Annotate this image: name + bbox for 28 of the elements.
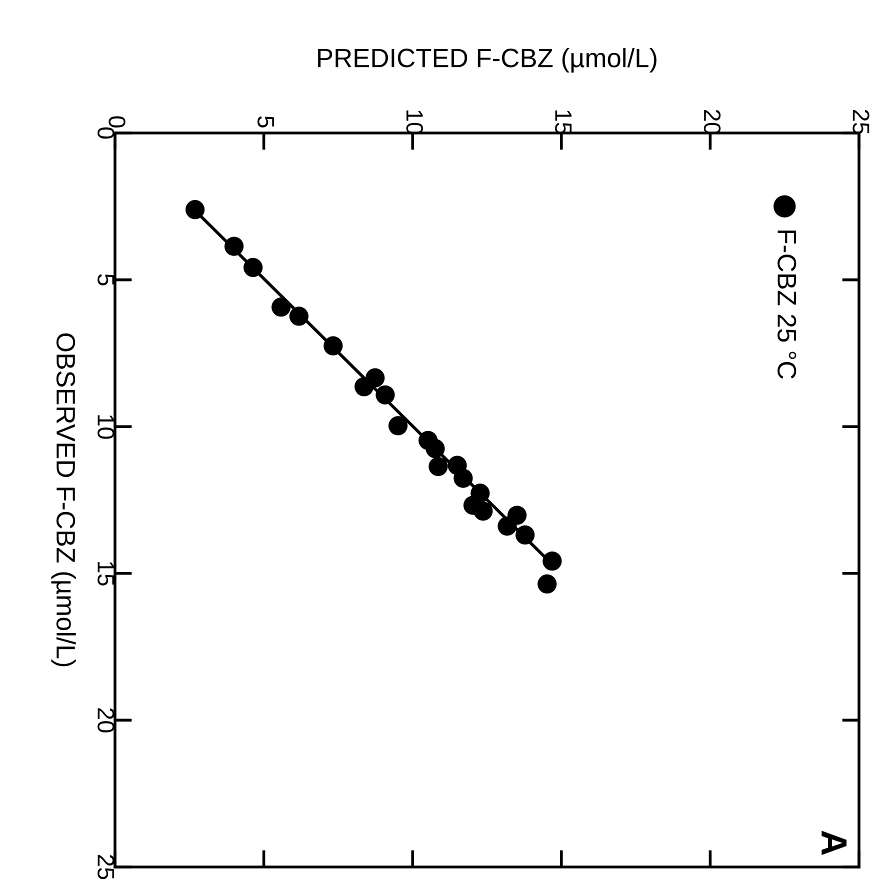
- y-tick-label: 15: [98, 562, 114, 586]
- point: [542, 551, 562, 571]
- point: [324, 336, 343, 356]
- x-axis-title: PREDICTED F-CBZ (µmol/L): [318, 48, 656, 73]
- y-tick-label: 10: [98, 415, 114, 439]
- point: [271, 298, 291, 317]
- point: [498, 516, 517, 536]
- y-tick-label: 20: [98, 708, 114, 732]
- point: [454, 468, 473, 488]
- point: [426, 439, 445, 458]
- point: [376, 385, 395, 404]
- point: [224, 236, 244, 256]
- y-tick-label: 25: [98, 855, 114, 880]
- point: [516, 525, 535, 545]
- y-axis-title: OBSERVED F-CBZ (µmol/L): [51, 333, 76, 666]
- point: [474, 502, 493, 521]
- point: [289, 306, 308, 326]
- point: [366, 368, 385, 388]
- y-tick-label: 5: [98, 274, 114, 286]
- legend-label: F-CBZ 25 °C: [778, 230, 796, 379]
- point: [538, 574, 557, 594]
- point: [388, 416, 408, 436]
- point: [244, 258, 263, 278]
- x-tick-label: 0: [108, 116, 126, 128]
- point: [185, 200, 205, 220]
- point: [428, 456, 448, 476]
- x-tick-label: 5: [257, 116, 274, 128]
- annotation: A: [822, 830, 847, 856]
